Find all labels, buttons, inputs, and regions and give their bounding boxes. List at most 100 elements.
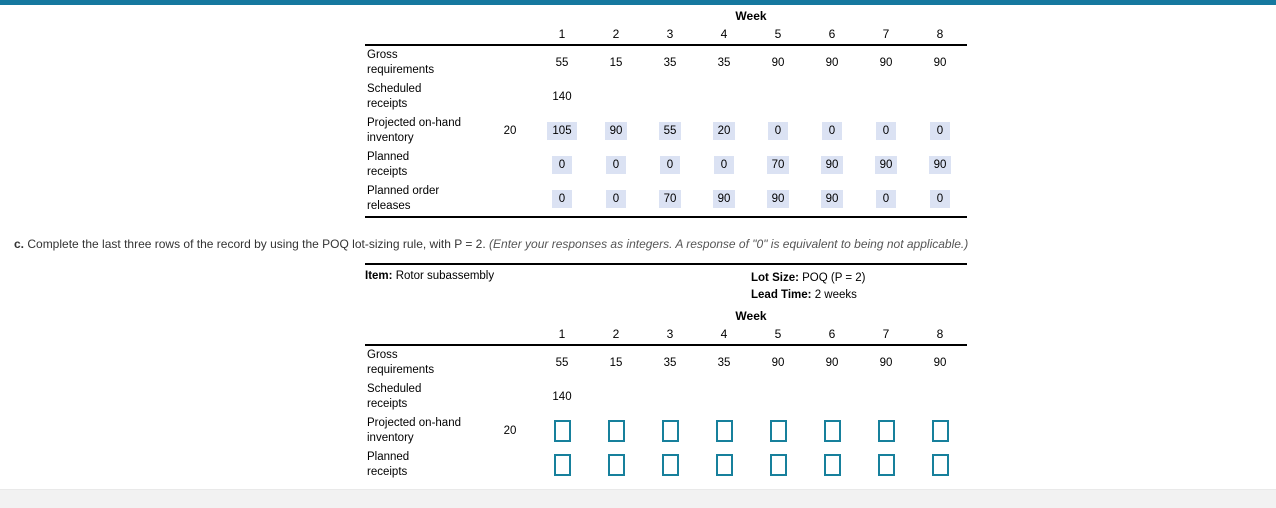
answer-cell: 90: [697, 190, 751, 208]
lead-time-label: Lead Time:: [751, 289, 812, 301]
mrp-record-table-completed: Week 1 2 3 4 5 6 7 8 Gross requirements …: [365, 7, 967, 218]
row-label: Planned receipts: [367, 151, 410, 178]
planned-receipts-input[interactable]: [607, 454, 625, 476]
projected-inventory-input[interactable]: [553, 420, 571, 442]
week-number: 1: [558, 327, 566, 341]
value-cell: 15: [609, 357, 623, 369]
planned-receipts-input[interactable]: [715, 454, 733, 476]
projected-inventory-input[interactable]: [823, 420, 841, 442]
question-part-label: c.: [14, 237, 25, 251]
week-number: 8: [936, 27, 944, 41]
answer-value: 90: [874, 156, 898, 174]
week-header-label: Week: [735, 8, 767, 23]
value-cell: 90: [825, 57, 839, 69]
input-cell: [859, 454, 913, 476]
row-label: Gross requirements: [367, 349, 435, 376]
input-cell: [859, 420, 913, 442]
input-cell: [535, 420, 589, 442]
planned-receipts-input[interactable]: [877, 454, 895, 476]
answer-value: 90: [766, 190, 790, 208]
instruction-body: Complete the last three rows of the reco…: [24, 237, 490, 251]
instruction-text: c. Complete the last three rows of the r…: [14, 237, 1276, 251]
answer-value: 0: [768, 122, 788, 140]
value-cell: 55: [555, 57, 569, 69]
gross-requirements-row: Gross requirements 55 15 35 35 90 90 90 …: [365, 46, 967, 80]
record-info-row: Item: Rotor subassembly Lot Size: POQ (P…: [365, 265, 967, 307]
answer-value: 0: [552, 190, 572, 208]
row-label: Gross requirements: [367, 49, 435, 76]
answer-cell: 90: [805, 156, 859, 174]
week-number: 3: [666, 327, 674, 341]
week-number: 2: [612, 27, 620, 41]
answer-value: 90: [604, 122, 628, 140]
answer-value: 20: [712, 122, 736, 140]
answer-value: 90: [712, 190, 736, 208]
week-number: 3: [666, 27, 674, 41]
projected-inventory-input[interactable]: [661, 420, 679, 442]
week-header-label: Week: [735, 308, 767, 323]
answer-value: 0: [876, 122, 896, 140]
planned-receipts-input[interactable]: [823, 454, 841, 476]
answer-cell: 90: [805, 190, 859, 208]
input-cell: [589, 454, 643, 476]
planned-receipts-input[interactable]: [553, 454, 571, 476]
input-cell: [805, 420, 859, 442]
value-cell: 90: [879, 57, 893, 69]
answer-cell: 0: [589, 156, 643, 174]
projected-inventory-input[interactable]: [877, 420, 895, 442]
value-cell: 140: [552, 91, 572, 103]
week-number: 6: [828, 27, 836, 41]
answer-cell: 0: [643, 156, 697, 174]
input-cell: [589, 420, 643, 442]
lot-size-value: POQ (P = 2): [802, 272, 866, 284]
week-number: 7: [882, 327, 890, 341]
row-label: Projected on-hand inventory: [367, 417, 461, 444]
row-label: Planned receipts: [367, 451, 410, 478]
answer-cell: 0: [859, 190, 913, 208]
projected-inventory-input[interactable]: [607, 420, 625, 442]
answer-cell: 0: [913, 190, 967, 208]
answer-cell: 0: [913, 122, 967, 140]
projected-inventory-input[interactable]: [769, 420, 787, 442]
scheduled-receipts-row: Scheduled receipts 140: [365, 380, 967, 414]
value-cell: 55: [555, 357, 569, 369]
row-label: Scheduled receipts: [367, 383, 422, 410]
lot-info: Lot Size: POQ (P = 2) Lead Time: 2 weeks: [751, 270, 967, 304]
answer-value: 70: [658, 190, 682, 208]
value-cell: 90: [933, 57, 947, 69]
projected-inventory-row: Projected on-hand inventory 20: [365, 414, 967, 448]
week-number: 1: [558, 27, 566, 41]
answer-value: 0: [606, 156, 626, 174]
input-cell: [535, 454, 589, 476]
answer-cell: 70: [643, 190, 697, 208]
projected-inventory-input[interactable]: [931, 420, 949, 442]
row-label: Projected on-hand inventory: [367, 117, 461, 144]
week-number: 2: [612, 327, 620, 341]
planned-receipts-input[interactable]: [661, 454, 679, 476]
answer-cell: 90: [589, 122, 643, 140]
value-cell: 90: [933, 357, 947, 369]
lead-time-value: 2 weeks: [814, 289, 857, 301]
answer-cell: 0: [751, 122, 805, 140]
gross-requirements-row: Gross requirements 55 15 35 35 90 90 90 …: [365, 346, 967, 380]
value-cell: 90: [825, 357, 839, 369]
value-cell: 35: [663, 357, 677, 369]
week-header-row: Week: [365, 7, 967, 24]
answer-value: 105: [547, 122, 577, 140]
answer-value: 90: [928, 156, 952, 174]
planned-receipts-row: Planned receipts 0 0 0 0 70 90 90 90: [365, 148, 967, 182]
week-number: 8: [936, 327, 944, 341]
planned-receipts-input[interactable]: [769, 454, 787, 476]
answer-value: 0: [660, 156, 680, 174]
week-header-row: Week: [365, 307, 967, 324]
answer-cell: 0: [805, 122, 859, 140]
planned-receipts-input[interactable]: [931, 454, 949, 476]
answer-value: 0: [606, 190, 626, 208]
projected-inventory-input[interactable]: [715, 420, 733, 442]
item-label: Item:: [365, 270, 393, 282]
answer-cell: 0: [535, 156, 589, 174]
mrp-record-table-to-complete: Item: Rotor subassembly Lot Size: POQ (P…: [365, 263, 967, 482]
value-cell: 90: [771, 57, 785, 69]
answer-cell: 70: [751, 156, 805, 174]
week-numbers-row: 1 2 3 4 5 6 7 8: [365, 324, 967, 346]
